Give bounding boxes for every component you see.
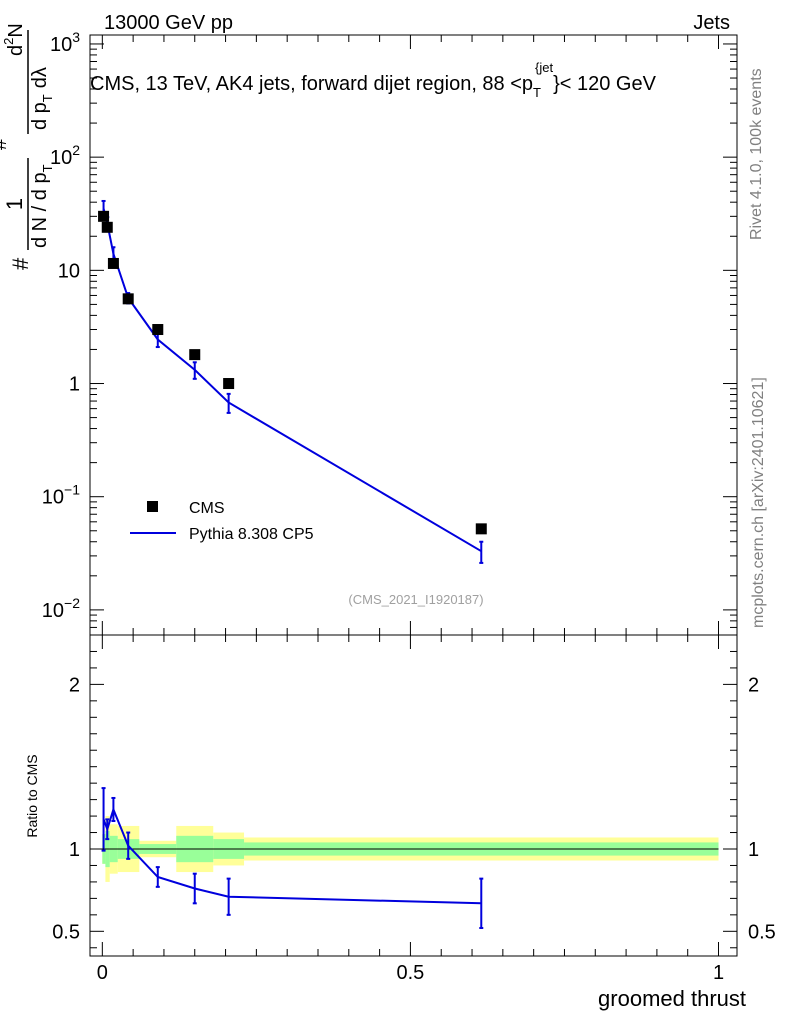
ratio-ytick-label-right: 2 [748,674,759,696]
main-ytick-label: 103 [50,29,80,56]
ratio-ytick-label-right: 0.5 [748,921,776,943]
ylabel-hash-1: # [8,257,33,270]
rivet-label: Rivet 4.1.0, 100k events [748,68,765,240]
ratio-xtick-label: 0 [97,962,108,984]
ylabel-hash-2: # [0,138,11,150]
ratio-ytick-label-left: 1 [69,839,80,861]
main-ytick-label: 10 [58,260,80,282]
mc-errorbars-main [101,199,484,564]
main-ytick-label: 102 [50,142,80,169]
ratio-xtick-label: 1 [713,962,724,984]
main-plot: 10−2 10−1 1 10 102 103 [42,29,738,636]
cms-point [101,221,113,233]
legend-mc-label: Pythia 8.308 CP5 [189,526,314,543]
cms-point [223,378,235,390]
mc-errorbars-ratio [101,787,484,930]
ratio-ytick-label-left: 2 [69,674,80,696]
main-ytick-label: 10−1 [42,482,80,509]
ylabel-one: 1 [2,198,27,210]
cms-points [98,210,487,535]
legend-cms-label: CMS [189,500,225,517]
cms-point [107,257,119,269]
main-title: CMS, 13 TeV, AK4 jets, forward dijet reg… [90,60,657,100]
ylabel-denom: d N / d pT [29,164,55,248]
mc-line-main [102,208,482,553]
main-ylabel: # 1 d N / d pT # d2N d pTdλ [0,23,55,270]
beam-label: 13000 GeV pp [104,12,233,34]
ylabel-num: d2N [1,23,27,56]
ratio-ylabel: Ratio to CMS [24,754,40,837]
site-label: mcplots.cern.ch [arXiv:2401.10621] [750,377,767,628]
ratio-ytick-label-left: 0.5 [52,921,80,943]
ratio-ytick-label-right: 1 [748,839,759,861]
cms-point [122,293,134,305]
category-label: Jets [693,12,730,34]
ratio-plot: 0.5 0.5 1 1 2 2 0 0.5 1 [52,634,776,984]
main-frame [89,34,738,636]
cms-point [98,210,110,222]
xlabel: groomed thrust [598,986,746,1011]
ylabel-den2: d pTdλ [29,67,55,130]
cms-point [475,523,487,535]
mc-curve-ratio [102,806,482,905]
mc-curve-main [102,208,482,553]
main-axes: 10−2 10−1 1 10 102 103 [42,29,737,636]
analysis-label: (CMS_2021_I1920187) [348,592,483,607]
legend-cms-marker [147,501,158,512]
ratio-axes: 0.5 0.5 1 1 2 2 0 0.5 1 [52,635,776,984]
mc-line-ratio [102,806,482,905]
main-ytick-label: 10−2 [42,595,80,622]
legend: CMS Pythia 8.308 CP5 [130,500,314,543]
ratio-xtick-label: 0.5 [397,962,425,984]
cms-point [189,349,201,361]
ratio-frame [89,634,738,957]
cms-point [152,324,164,336]
main-ytick-label: 1 [69,374,80,396]
